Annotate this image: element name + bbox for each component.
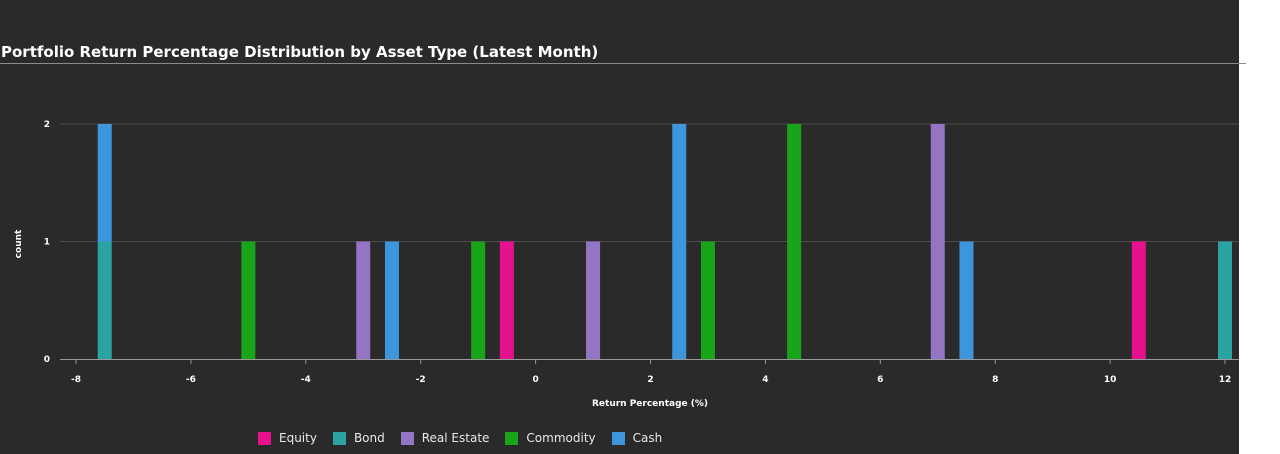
y-axis-label: count	[14, 229, 24, 258]
bar-commodity	[241, 241, 256, 359]
bar-equity	[499, 241, 514, 359]
x-tick-label: -6	[186, 375, 196, 385]
chart-plot: 012-8 -6 -4 -2 0 2 4 6 8 10 12 count Return Percen…	[14, 120, 1239, 409]
legend-item-real-estate[interactable]: Real Estate	[400, 431, 490, 445]
chart-legend: Equity Bond Real Estate Commodity Cash	[258, 430, 678, 446]
x-tick-label: 2	[647, 375, 653, 385]
chart-panel: Portfolio Return Percentage Distribution…	[0, 0, 1246, 454]
legend-item-commodity[interactable]: Commodity	[505, 431, 596, 445]
x-axis-label: Return Percentage (%)	[592, 399, 708, 409]
legend-swatch	[400, 431, 414, 445]
grid-lines	[60, 123, 1239, 242]
bar-cash	[959, 241, 974, 359]
x-tick-label: 8	[992, 375, 998, 385]
legend-label: Bond	[353, 431, 385, 445]
y-tick-label: 1	[44, 238, 50, 248]
bar-bond	[1218, 241, 1232, 359]
bar-cash	[384, 241, 399, 359]
bar-cash	[672, 124, 687, 359]
legend-item-bond[interactable]: Bond	[332, 431, 385, 445]
legend-label: Cash	[632, 431, 663, 445]
legend-label: Real Estate	[421, 431, 490, 445]
bar-commodity	[787, 124, 802, 359]
bar-real-estate	[930, 124, 945, 359]
bar-bond	[97, 241, 112, 359]
x-tick-label: 10	[1104, 375, 1117, 385]
bars	[97, 124, 1232, 359]
x-tick-label: 4	[762, 375, 768, 385]
legend-swatch	[332, 431, 346, 445]
legend-item-equity[interactable]: Equity	[258, 431, 317, 445]
chart-title: Portfolio Return Percentage Distribution…	[1, 43, 599, 61]
bar-commodity	[471, 241, 486, 359]
x-tick-label: 0	[532, 375, 538, 385]
legend-swatch	[258, 431, 271, 445]
bar-equity	[1131, 241, 1146, 359]
bar-cash	[97, 124, 112, 242]
legend-label: Commodity	[526, 431, 596, 445]
legend-swatch	[505, 431, 519, 445]
x-tick-label: -2	[416, 375, 426, 385]
bar-commodity	[700, 241, 715, 359]
y-tick-label: 2	[44, 120, 50, 130]
x-tick-label: -4	[301, 375, 311, 385]
x-tick-label: 6	[877, 375, 883, 385]
bar-real-estate	[356, 241, 371, 359]
legend-swatch	[611, 431, 625, 445]
y-tick-label: 0	[44, 355, 50, 365]
x-tick-label: -8	[71, 375, 81, 385]
x-tick-label: 12	[1219, 375, 1232, 385]
bar-real-estate	[586, 241, 601, 359]
axes: 012-8 -6 -4 -2 0 2 4 6 8 10 12	[44, 120, 1239, 385]
legend-item-cash[interactable]: Cash	[611, 431, 663, 445]
legend-label: Equity	[279, 431, 317, 445]
title-divider	[0, 63, 1246, 64]
